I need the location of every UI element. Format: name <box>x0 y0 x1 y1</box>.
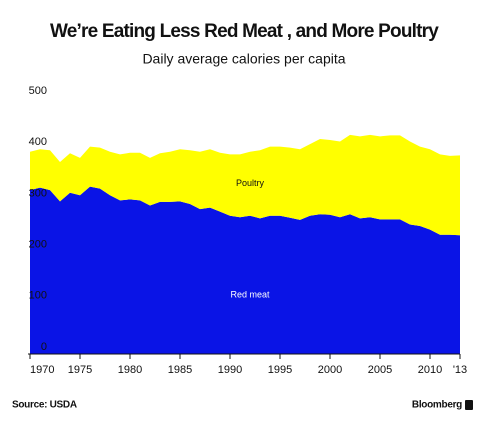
brand: Bloomberg <box>412 400 462 411</box>
x-tick-label: '13 <box>453 364 467 376</box>
y-tick-label: 0 <box>41 341 47 353</box>
chart-subtitle: Daily average calories per capita <box>142 51 345 67</box>
x-tick-label: 1970 <box>30 364 54 376</box>
chart-title: We’re Eating Less Red Meat , and More Po… <box>50 21 439 42</box>
x-tick-label: 1995 <box>268 364 292 376</box>
x-tick-label: 2010 <box>418 364 442 376</box>
x-tick-label: 2005 <box>368 364 392 376</box>
y-tick-label: 300 <box>29 187 47 199</box>
brand-icon <box>465 400 473 410</box>
x-tick-label: 2000 <box>318 364 342 376</box>
x-tick-label: 1980 <box>118 364 142 376</box>
x-tick-label: 1990 <box>218 364 242 376</box>
y-tick-label: 100 <box>29 290 47 302</box>
x-tick-label: 1975 <box>68 364 92 376</box>
source: Source: USDA <box>12 400 77 411</box>
y-tick-label: 200 <box>29 239 47 251</box>
x-tick-label: 1985 <box>168 364 192 376</box>
y-tick-label: 400 <box>29 136 47 148</box>
area <box>30 186 460 354</box>
plot-area: Red meat Poultry 0 100 200 300 400 500 1970 1975 1… <box>28 85 467 376</box>
series-label: Poultry <box>236 178 265 188</box>
series-label: Red meat <box>230 289 270 299</box>
y-tick-label: 500 <box>29 85 47 97</box>
area <box>30 134 460 236</box>
